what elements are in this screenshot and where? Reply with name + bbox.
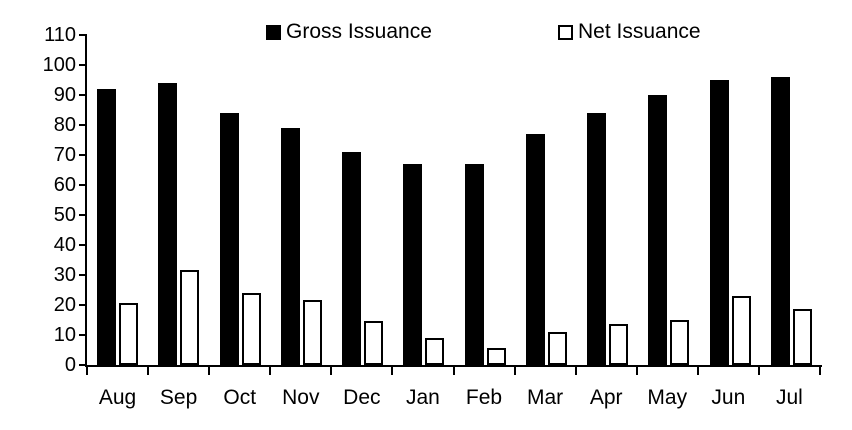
bar-group-aug [87, 35, 148, 365]
bar-net-issuance-feb [486, 348, 506, 365]
y-tick-label: 50 [53, 204, 76, 226]
y-axis-tick [79, 214, 87, 216]
bar-group-oct [210, 35, 271, 365]
x-axis-tick [208, 367, 211, 375]
bars-container [87, 35, 822, 365]
y-axis-tick [79, 244, 87, 246]
x-tick-label: Oct [223, 386, 257, 409]
bar-group-may [638, 35, 699, 365]
bar-gross-issuance-apr [587, 113, 607, 365]
x-tick-label: Aug [98, 386, 137, 409]
bar-net-issuance-sep [180, 270, 200, 365]
bar-gross-issuance-mar [525, 134, 545, 365]
legend-label-net-issuance: Net Issuance [578, 20, 701, 43]
bar-net-issuance-dec [364, 321, 384, 365]
x-axis-tick [330, 367, 333, 375]
bar-net-issuance-may [670, 320, 690, 365]
bar-net-issuance-nov [302, 300, 322, 365]
bar-group-mar [516, 35, 577, 365]
y-tick-label: 30 [53, 264, 76, 286]
y-tick-label: 40 [53, 234, 76, 256]
bar-gross-issuance-dec [342, 152, 362, 365]
x-tick-label: Sep [159, 386, 198, 409]
bar-gross-issuance-aug [97, 89, 117, 365]
bar-gross-issuance-oct [219, 113, 239, 365]
x-tick-label: Dec [343, 386, 381, 409]
x-axis-tick [86, 367, 88, 375]
x-axis-tick [391, 367, 394, 375]
bar-group-sep [148, 35, 209, 365]
bar-group-feb [455, 35, 516, 365]
y-axis-tick [79, 154, 87, 156]
y-tick-label: 110 [44, 24, 76, 46]
y-axis-tick [79, 34, 87, 36]
bar-gross-issuance-jan [403, 164, 423, 365]
bar-gross-issuance-sep [158, 83, 178, 365]
y-axis-tick [79, 334, 87, 336]
x-axis-tick [635, 367, 638, 375]
bar-group-jan [393, 35, 454, 365]
y-tick-label: 80 [53, 114, 76, 136]
bar-group-jul [761, 35, 822, 365]
net-issuance-swatch-icon [558, 24, 573, 40]
bar-gross-issuance-jun [709, 80, 729, 365]
bar-group-dec [332, 35, 393, 365]
x-axis-tick [147, 367, 150, 375]
x-tick-label: Jul [775, 386, 803, 409]
y-tick-label: 90 [53, 84, 76, 106]
x-axis-tick [819, 367, 821, 375]
bar-net-issuance-jul [792, 309, 812, 365]
plot-area: 0 10 20 30 40 50 60 70 80 90 100 110 [43, 24, 822, 376]
bar-group-nov [271, 35, 332, 365]
x-tick-label: Jan [406, 386, 440, 409]
bar-net-issuance-apr [609, 324, 629, 365]
bar-gross-issuance-nov [280, 128, 300, 365]
y-tick-label: 100 [42, 54, 76, 76]
legend-label-gross-issuance: Gross Issuance [286, 20, 432, 43]
bar-gross-issuance-jul [770, 77, 790, 365]
x-axis-tick [513, 367, 516, 375]
y-tick-label: 70 [53, 144, 76, 166]
bar-gross-issuance-may [648, 95, 668, 365]
y-tick-label: 60 [53, 174, 76, 196]
y-axis-tick [79, 64, 87, 66]
y-axis-tick [79, 364, 87, 366]
x-tick-label: Nov [282, 386, 320, 409]
x-axis-tick [574, 367, 577, 375]
x-axis-tick [269, 367, 272, 375]
y-tick-label: 20 [53, 294, 76, 316]
bar-net-issuance-mar [547, 332, 567, 365]
legend-entry-gross-issuance: Gross Issuance [266, 20, 432, 44]
y-tick-label: 0 [64, 354, 76, 376]
x-axis-tick [696, 367, 699, 375]
x-tick-label: Mar [527, 386, 564, 409]
bar-gross-issuance-feb [464, 164, 484, 365]
y-axis-tick [79, 184, 87, 186]
bar-net-issuance-aug [119, 303, 139, 365]
bar-net-issuance-oct [241, 293, 261, 365]
gross-issuance-swatch-icon [266, 24, 281, 40]
x-tick-label: Feb [465, 386, 503, 409]
bar-group-jun [700, 35, 761, 365]
y-axis-tick [79, 274, 87, 276]
x-axis-tick [757, 367, 760, 375]
y-tick-label: 10 [53, 324, 76, 346]
bar-group-apr [577, 35, 638, 365]
x-tick-label: Jun [711, 386, 746, 409]
bar-net-issuance-jun [731, 296, 751, 365]
x-tick-label: May [647, 386, 688, 409]
y-axis-tick [79, 124, 87, 126]
x-axis-labels: Aug Sep Oct Nov Dec Jan Feb Mar Apr May Jun Jul [87, 386, 820, 410]
x-tick-label: Apr [589, 386, 623, 409]
y-axis-tick [79, 94, 87, 96]
legend-entry-net-issuance: Net Issuance [558, 20, 701, 44]
x-axis-tick [452, 367, 455, 375]
bar-net-issuance-jan [425, 338, 445, 365]
y-axis-tick [79, 304, 87, 306]
